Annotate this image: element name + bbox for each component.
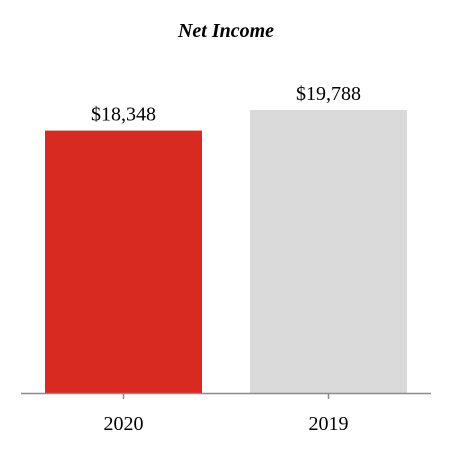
labels-layer: $18,348 2020 $19,788 2019 [91, 83, 361, 435]
x-tick-label-2020: 2020 [104, 413, 144, 435]
bars-layer [45, 110, 407, 393]
bar-2020 [45, 130, 202, 393]
x-axis-ticks [122, 393, 330, 399]
value-label-2020: $18,348 [91, 104, 156, 126]
chart-title: Net Income [177, 20, 274, 42]
x-tick-label-2019: 2019 [309, 413, 349, 435]
bar-2019 [250, 110, 407, 393]
value-label-2019: $19,788 [296, 83, 361, 105]
